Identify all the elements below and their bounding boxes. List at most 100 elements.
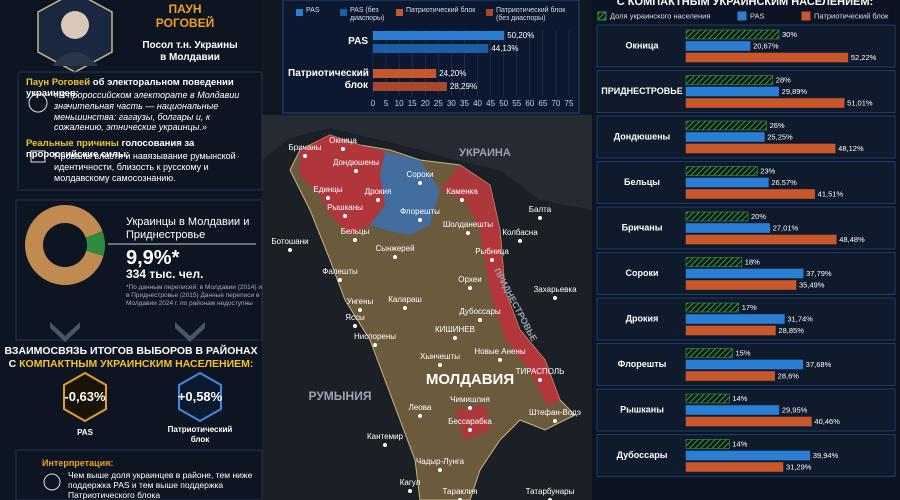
bar xyxy=(685,314,785,324)
reasons-text: Провалы власти и навязывание румынской и… xyxy=(54,151,236,183)
y-tick-label: PAS xyxy=(348,36,368,47)
value-label: 29,95% xyxy=(782,405,808,414)
name-line: РОГОВЕЙ xyxy=(155,16,215,31)
legend-label: Патриотический блок (без диаспоры) xyxy=(496,7,566,23)
value-label: 41,51% xyxy=(818,189,844,198)
x-tick-label: 50 xyxy=(499,99,508,108)
place-dot xyxy=(553,296,557,300)
value-label: 50,20% xyxy=(507,31,534,40)
place-dot xyxy=(538,378,542,382)
place-dot xyxy=(288,248,292,252)
author: Паун Роговей xyxy=(26,77,91,88)
place-dot xyxy=(438,468,442,472)
position-line: Посол т.н. Украины xyxy=(142,40,238,51)
corr-value: +0,58% xyxy=(177,389,223,404)
value-label: 37,68% xyxy=(806,360,832,369)
place-dot xyxy=(468,406,472,410)
value-label: 26% xyxy=(770,121,785,130)
category-label: Флорешты xyxy=(618,359,667,369)
place-label: Единцы xyxy=(313,185,342,194)
chart-title: С КОМПАКТНЫМ УКРАИНСКИМ НАСЕЛЕНИЕМ: xyxy=(617,0,873,8)
corr-title: ВЗАИМОСВЯЗЬ ИТОГОВ ВЫБОРОВ В РАЙОНАХ С К… xyxy=(0,345,262,370)
ukraine-area xyxy=(262,115,592,210)
place-dot xyxy=(326,196,330,200)
value-label: 48,12% xyxy=(838,144,864,153)
x-tick-label: 5 xyxy=(384,99,389,108)
place-label: Рыбница xyxy=(475,247,509,256)
legend-label: Патриотический блок xyxy=(814,11,889,20)
corr-name: PAS xyxy=(77,428,93,437)
place-label: Калараш xyxy=(388,295,422,304)
bar xyxy=(685,234,837,245)
chevron xyxy=(175,322,205,342)
place-dot xyxy=(460,198,464,202)
bar xyxy=(685,223,771,233)
panel-border xyxy=(15,449,263,500)
place-dot xyxy=(453,336,457,340)
x-tick-label: 35 xyxy=(460,99,469,108)
place-label: Хынчешты xyxy=(420,352,460,361)
speaker-name: ПАУН РОГОВЕЙ xyxy=(140,2,230,31)
statement-lead: Паун Роговей об электоральном поведении … xyxy=(26,77,262,100)
value-label: 25,25% xyxy=(767,132,793,141)
value-label: 26,57% xyxy=(771,178,797,187)
region-red xyxy=(440,165,500,230)
left-panel xyxy=(0,0,262,500)
quote-icon xyxy=(28,93,48,113)
x-tick-label: 0 xyxy=(371,99,376,108)
value-label: 39,94% xyxy=(813,451,839,460)
place-dot xyxy=(408,489,412,493)
corr-name: Патриотический блок xyxy=(167,425,233,444)
bar xyxy=(685,280,797,290)
place-dot xyxy=(354,169,358,173)
x-tick-label: 75 xyxy=(565,99,574,108)
legend-swatch xyxy=(296,9,303,16)
place-label: Флорешты xyxy=(400,207,440,216)
place-label: Захарьевка xyxy=(533,285,577,294)
x-tick-label: 40 xyxy=(473,99,482,108)
x-tick-label: 10 xyxy=(395,99,404,108)
position-line: в Молдавии xyxy=(160,52,220,63)
interp-title: Интерпретация: xyxy=(42,458,114,468)
value-label: 37,79% xyxy=(806,269,832,278)
place-label: Бельцы xyxy=(341,227,370,236)
place-label: Фалешты xyxy=(322,267,358,276)
place-label: Татарбунары xyxy=(526,487,575,496)
place-dot xyxy=(553,419,557,423)
transnistria xyxy=(480,230,560,406)
value-label: 52,22% xyxy=(851,53,877,62)
place-dot xyxy=(418,218,422,222)
place-label: Штефан-Водэ xyxy=(529,408,581,417)
place-dot xyxy=(373,343,377,347)
place-dot xyxy=(498,358,502,362)
place-dot xyxy=(393,255,397,259)
place-label: Новые Анены xyxy=(474,347,526,356)
quote: «В пророссийском электорате в Молдавии з… xyxy=(54,90,240,133)
place-dot xyxy=(468,428,472,432)
bar xyxy=(685,393,730,404)
place-dot xyxy=(376,198,380,202)
reasons-lead: Реальные причины голосования за проросси… xyxy=(26,138,262,161)
country-label: УКРАИНА xyxy=(459,147,511,159)
bar xyxy=(685,416,812,427)
place-label: Дрокия xyxy=(365,187,392,196)
place-dot xyxy=(383,443,387,447)
category-label: Сороки xyxy=(625,268,658,278)
bar xyxy=(685,371,775,381)
x-tick-label: 60 xyxy=(525,99,534,108)
chevron xyxy=(50,322,80,342)
place-label: Бричаны xyxy=(289,143,322,152)
place-label: Кагул xyxy=(400,478,421,487)
place-dot xyxy=(353,324,357,328)
legend-swatch xyxy=(396,9,403,16)
legend-label: Патриотический блок xyxy=(406,7,476,14)
category-label: Дрокия xyxy=(626,313,659,323)
place-label: Ниспорены xyxy=(354,332,396,341)
place-label: Кантемир xyxy=(367,432,404,441)
corr-line: С КОМПАКТНЫМ УКРАИНСКИМ НАСЕЛЕНИЕМ: xyxy=(0,358,262,371)
place-label: Окница xyxy=(329,136,357,145)
hexagon xyxy=(63,371,107,423)
x-tick-label: 45 xyxy=(486,99,495,108)
